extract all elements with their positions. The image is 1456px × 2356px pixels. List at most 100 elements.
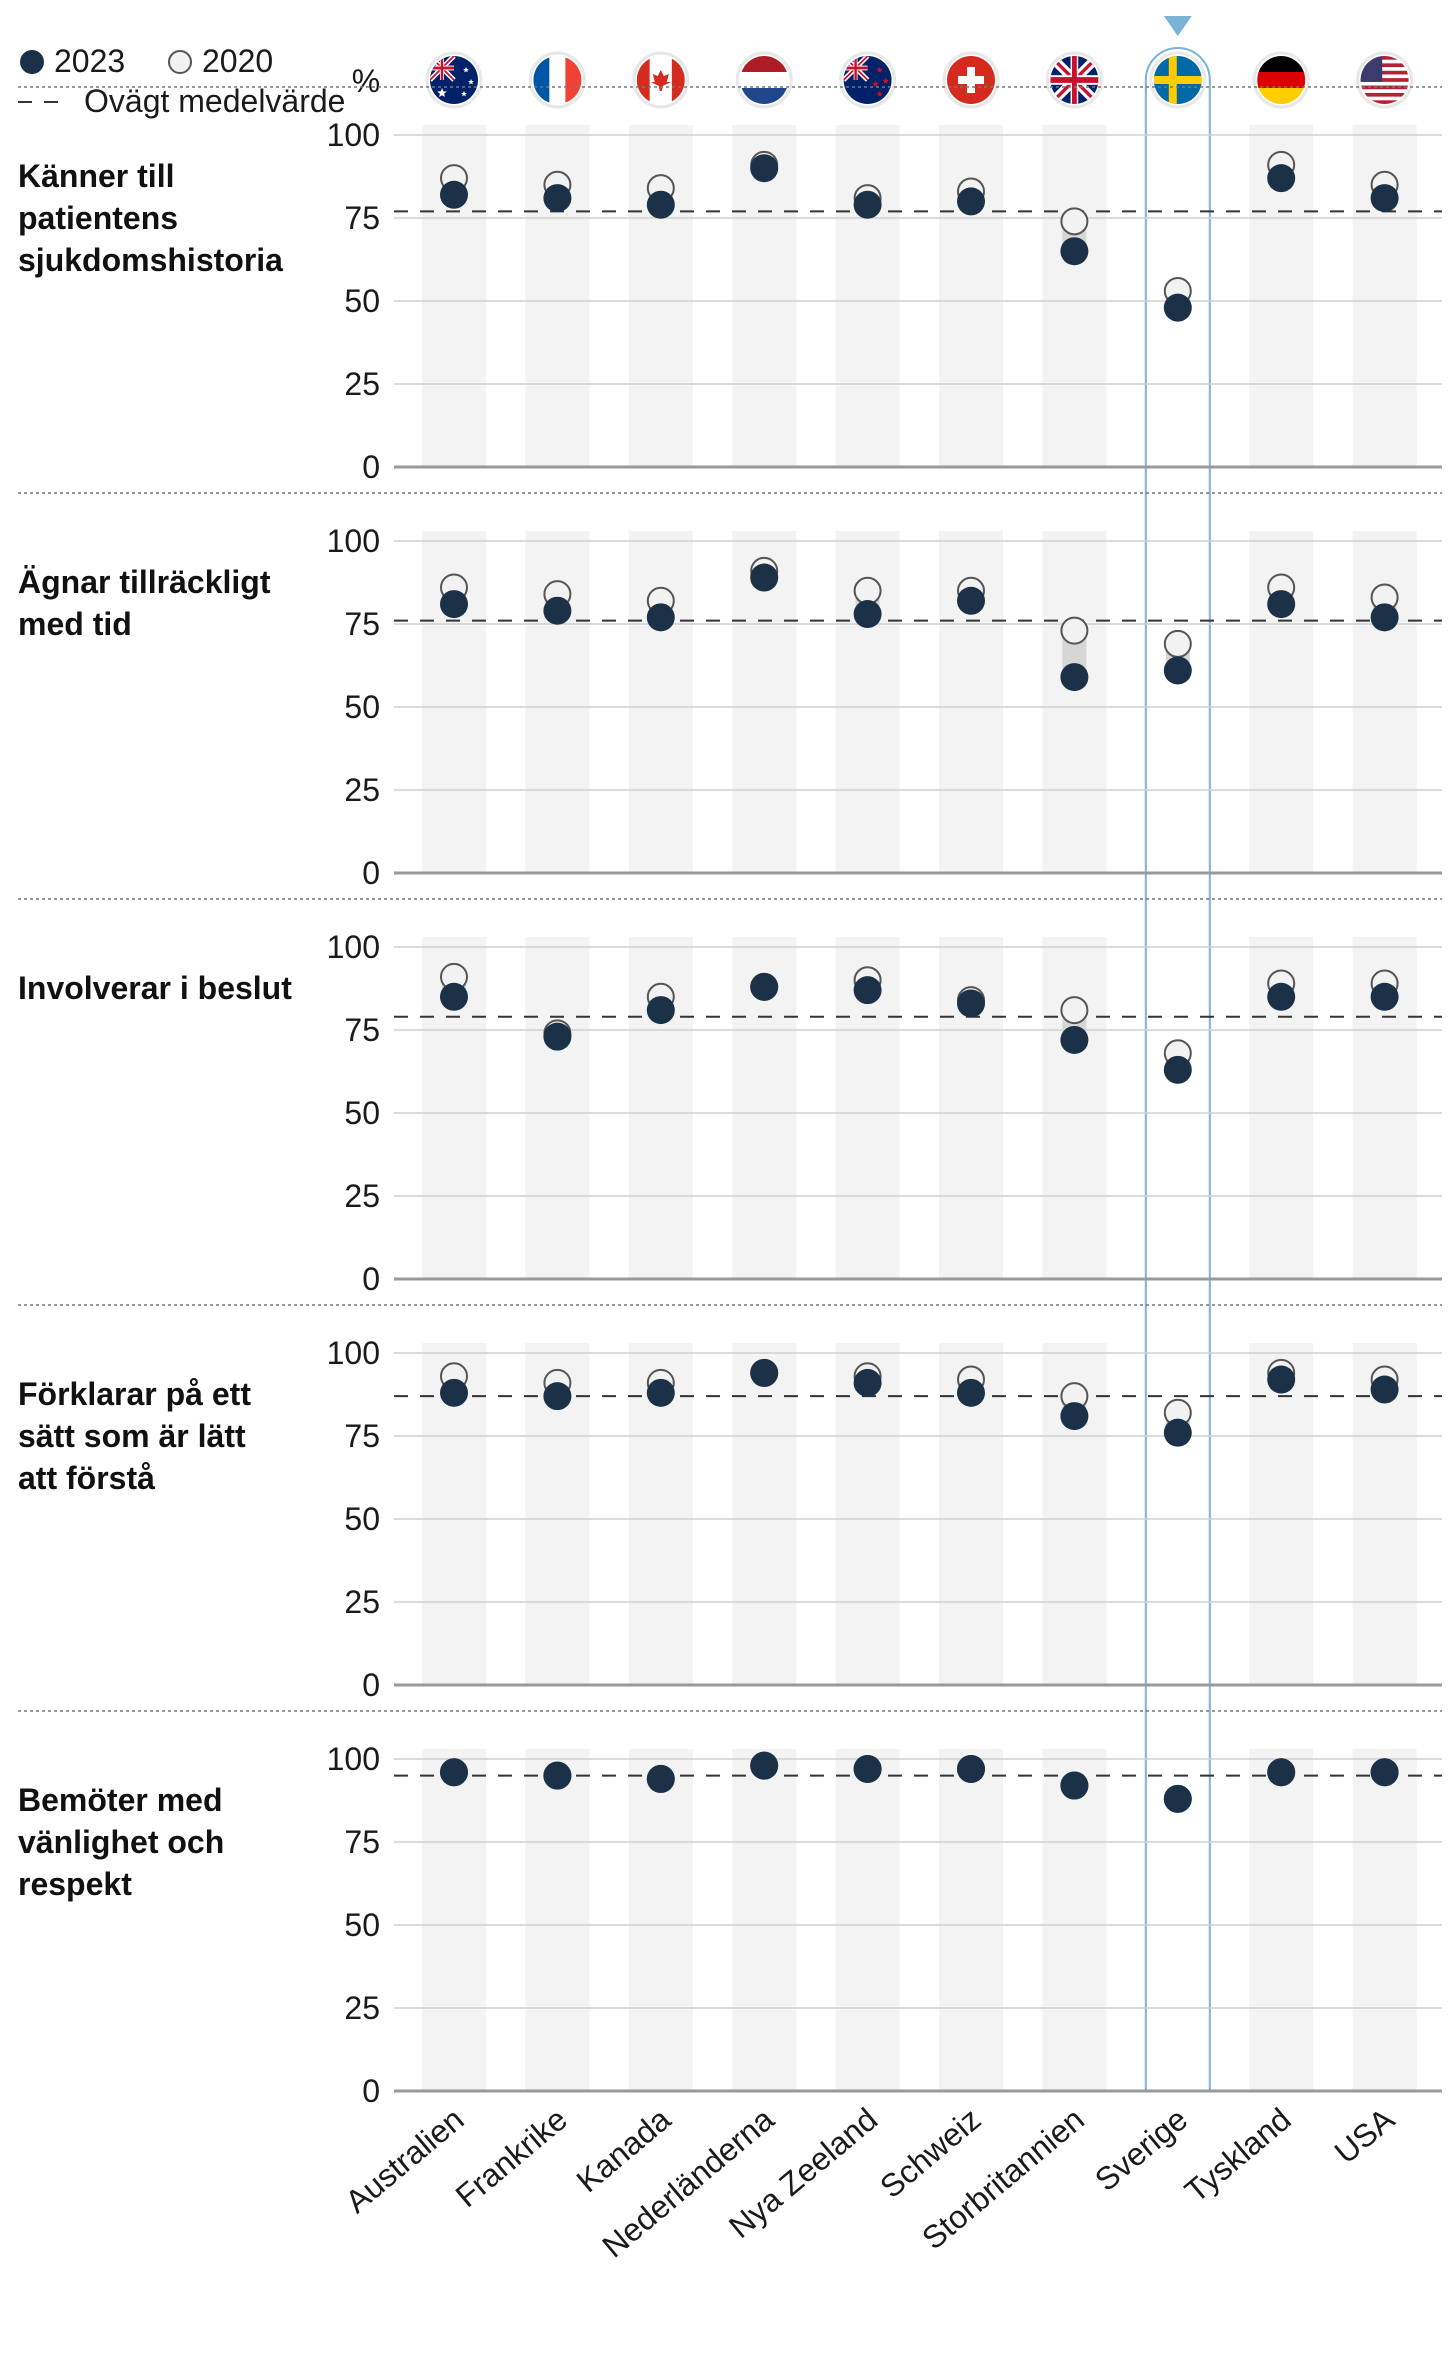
dot-2023	[1163, 1784, 1192, 1813]
y-tick-label: 50	[344, 283, 380, 319]
dot-2023	[1060, 1402, 1089, 1431]
dot-2023	[440, 590, 468, 619]
column-band-tyskland	[1249, 1749, 1314, 2091]
dot-2023	[1267, 1365, 1296, 1394]
y-tick-label: 0	[362, 449, 380, 485]
y-tick-label: 100	[327, 523, 380, 559]
dot-2023	[646, 1378, 675, 1407]
dot-2023	[750, 972, 779, 1001]
column-band-usa	[1352, 1749, 1417, 2091]
legend-2023-marker	[20, 50, 44, 74]
panel-label-line: att förstå	[18, 1460, 155, 1496]
legend-2020-label: 2020	[202, 43, 273, 79]
dot-2023	[750, 1751, 779, 1780]
x-tick-label: Australien	[338, 2101, 470, 2220]
dot-2023	[646, 603, 675, 632]
canada-flag-icon	[632, 51, 690, 109]
dot-2023	[957, 586, 985, 615]
dot-2023	[440, 180, 468, 209]
dot-2023	[750, 563, 779, 592]
y-tick-label: 25	[344, 1178, 380, 1214]
y-tick-label: 100	[327, 929, 380, 965]
panel-label-line: Involverar i beslut	[18, 970, 292, 1006]
y-tick-label: 100	[327, 117, 380, 153]
usa-flag-icon	[1356, 51, 1414, 109]
column-band-australien	[422, 1749, 486, 2091]
dot-2023	[957, 989, 985, 1018]
y-tick-label: 75	[344, 606, 380, 642]
dot-2023	[1370, 1375, 1399, 1404]
dot-2023	[1267, 982, 1296, 1011]
dot-2020	[1060, 616, 1089, 645]
dot-2023	[646, 996, 675, 1025]
column-band-storbritannien	[1042, 125, 1107, 467]
panel-label-line: Ägnar tillräckligt	[18, 564, 271, 600]
highlight-frame	[1144, 47, 1211, 2092]
dot-2020	[1163, 629, 1192, 658]
dot-2023	[853, 600, 882, 629]
y-tick-label: 50	[344, 1501, 380, 1537]
x-tick-label: USA	[1328, 2100, 1402, 2170]
dot-2023	[543, 1022, 572, 1051]
legend-2023-label: 2023	[54, 43, 125, 79]
legend-average-label: Ovägt medelvärde	[84, 83, 345, 119]
y-tick-label: 25	[344, 1584, 380, 1620]
germany-flag-icon	[1252, 51, 1310, 109]
column-band-tyskland	[1249, 1343, 1314, 1685]
dot-2023	[1060, 1025, 1089, 1054]
dot-2023	[1267, 164, 1296, 193]
y-tick-label: 0	[362, 855, 380, 891]
dot-2023	[750, 154, 779, 183]
y-tick-label: 25	[344, 772, 380, 808]
dot-2023	[440, 1758, 468, 1787]
y-tick-label: 25	[344, 1990, 380, 2026]
panel-1: Känner till patientens sjukdomshistoria 100…	[18, 86, 1442, 485]
y-tick-label: 75	[344, 1012, 380, 1048]
column-band-nya zeeland	[835, 1749, 900, 2091]
dot-2023	[1370, 184, 1399, 213]
y-tick-label: 50	[344, 1095, 380, 1131]
column-band-nya zeeland	[835, 1343, 900, 1685]
y-tick-label: 50	[344, 689, 380, 725]
panel-label-line: respekt	[18, 1866, 132, 1902]
y-tick-label: 50	[344, 1907, 380, 1943]
y-tick-label: 25	[344, 366, 380, 402]
dot-2023	[1163, 1418, 1192, 1447]
uk-flag-icon	[1045, 51, 1103, 109]
y-tick-label: 75	[344, 1418, 380, 1454]
panel-2: Ägnar tillräckligt med tid 100 75 50 25 0	[18, 492, 1442, 891]
dot-2023	[1060, 237, 1089, 266]
column-band-storbritannien	[1042, 531, 1107, 873]
column-band-nederländerna	[732, 1749, 797, 2091]
dot-2023	[1267, 590, 1296, 619]
y-tick-label: 100	[327, 1741, 380, 1777]
dot-2023	[1163, 293, 1192, 322]
dot-2023	[440, 1378, 468, 1407]
dot-2020	[853, 576, 882, 605]
dot-2023	[543, 1382, 572, 1411]
dot-2023	[543, 596, 572, 625]
dot-2023	[853, 1368, 882, 1397]
y-tick-label: 0	[362, 2073, 380, 2109]
dot-2020	[1060, 207, 1089, 236]
dot-2023	[750, 1358, 779, 1387]
y-tick-label: 0	[362, 1667, 380, 1703]
dot-2023	[957, 1754, 985, 1783]
column-band-schweiz	[939, 1749, 1003, 2091]
y-tick-label: 75	[344, 200, 380, 236]
x-tick-label: Nederländerna	[595, 2101, 780, 2265]
panel-3: Involverar i beslut 100 75 50 25 0	[18, 898, 1442, 1297]
dot-2023	[1060, 1771, 1089, 1800]
column-band-kanada	[628, 531, 693, 873]
column-band-usa	[1352, 531, 1417, 873]
dot-2023	[1060, 663, 1089, 692]
dot-2023	[853, 190, 882, 219]
column-band-storbritannien	[1042, 937, 1107, 1279]
panel-label-line: Bemöter med	[18, 1782, 223, 1818]
dot-2023	[440, 982, 468, 1011]
y-tick-label: 100	[327, 1335, 380, 1371]
dot-2023	[853, 976, 882, 1005]
dot-2023	[646, 1764, 675, 1793]
